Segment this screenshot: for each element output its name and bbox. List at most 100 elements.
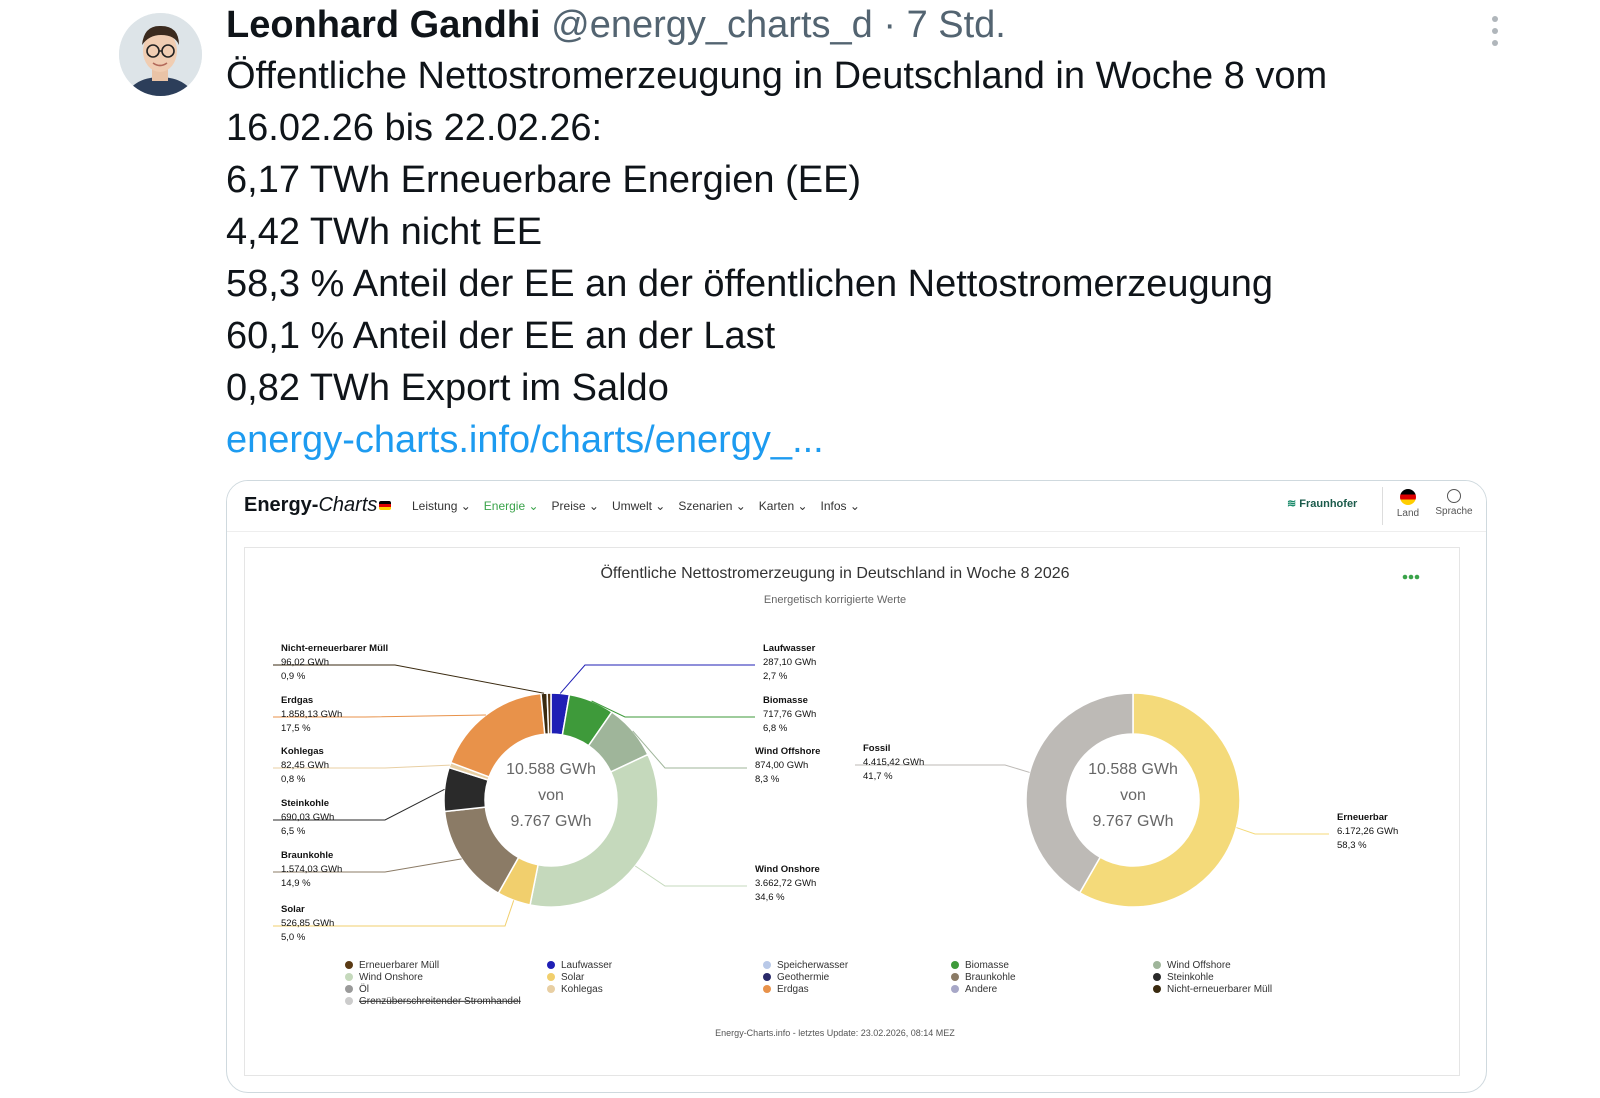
label-fossil: Fossil 4.415,42 GWh 41,7 % (855, 743, 1030, 782)
legend-label: Speicherwasser (777, 960, 849, 971)
divider (1382, 487, 1383, 525)
slice-erneuerbar[interactable] (1078, 692, 1241, 908)
legend-item-kohlegas[interactable]: Kohlegas (547, 984, 603, 995)
label-biomasse: Biomasse 717,76 GWh 6,8 % (591, 695, 816, 734)
legend-item-speicherwasser[interactable]: Speicherwasser (763, 960, 849, 971)
legend-item-andere[interactable]: Andere (951, 984, 998, 995)
label-name: Steinkohle (281, 798, 329, 809)
donut-center-text: 9.767 GWh (1093, 813, 1174, 830)
menu-umwelt[interactable]: Umwelt ⌄ (611, 499, 666, 513)
label-percent: 6,5 % (281, 826, 306, 837)
label-name: Laufwasser (763, 643, 816, 654)
tweet-text-line: Öffentliche Nettostromerzeugung in Deuts… (226, 55, 1328, 97)
menu-leistung[interactable]: Leistung ⌄ (412, 499, 471, 513)
label-wind-onshore: Wind Onshore 3.662,72 GWh 34,6 % (634, 864, 820, 903)
label-erdgas: Erdgas 1.858,13 GWh 17,5 % (273, 695, 486, 734)
tweet-text-line: 6,17 TWh Erneuerbare Energien (EE) (226, 159, 862, 201)
label-name: Braunkohle (281, 850, 333, 861)
label-percent: 8,3 % (755, 774, 780, 785)
tweet-text-line: 0,82 TWh Export im Saldo (226, 367, 669, 409)
chart-container: Öffentliche Nettostromerzeugung in Deuts… (244, 547, 1460, 1076)
legend-item-nicht-erneuerbarer-muell[interactable]: Nicht-erneuerbarer Müll (1153, 984, 1272, 995)
menu-label: Karten (758, 499, 795, 513)
menu-label: Infos (820, 499, 847, 513)
legend-label: Andere (965, 984, 998, 995)
legend-item-wind-onshore[interactable]: Wind Onshore (345, 972, 423, 983)
label-wind-offshore: Wind Offshore 874,00 GWh 8,3 % (632, 730, 820, 785)
legend-item-braunkohle[interactable]: Braunkohle (951, 972, 1016, 983)
donut-center-text: von (538, 787, 564, 804)
legend-item-solar[interactable]: Solar (547, 972, 585, 983)
tweet-link[interactable]: energy-charts.info/charts/energy_... (226, 419, 824, 461)
slice-erneuerbarer-muell[interactable] (546, 692, 552, 735)
chart-title: Öffentliche Nettostromerzeugung in Deuts… (600, 564, 1069, 582)
label-value: 4.415,42 GWh (863, 757, 924, 768)
author-handle[interactable]: @energy_charts_d (551, 4, 873, 46)
tweet-header: Leonhard Gandhi @energy_charts_d · 7 Std… (226, 0, 1476, 50)
donut-center-text: 10.588 GWh (1088, 761, 1178, 778)
label-percent: 34,6 % (755, 892, 785, 903)
chart-menu-icon[interactable] (1402, 574, 1420, 580)
language-selector[interactable]: Sprache (1432, 489, 1476, 517)
label-percent: 0,9 % (281, 671, 306, 682)
author-avatar[interactable] (119, 13, 202, 96)
legend-label: Kohlegas (561, 984, 603, 995)
label-value: 6.172,26 GWh (1337, 826, 1398, 837)
menu-infos[interactable]: Infos ⌄ (820, 499, 860, 513)
label-name: Biomasse (763, 695, 808, 706)
legend-item-oel[interactable]: Öl (345, 983, 369, 995)
more-options-icon[interactable] (1490, 16, 1500, 46)
separator-dot: · (883, 4, 896, 46)
legend-item-laufwasser[interactable]: Laufwasser (547, 960, 613, 971)
menu-label: Energie (483, 499, 526, 513)
legend-label: Erneuerbarer Müll (359, 960, 439, 971)
fraunhofer-logo[interactable]: ≋ Fraunhofer (1287, 498, 1358, 510)
chart-subtitle: Energetisch korrigierte Werte (764, 594, 906, 606)
label-percent: 58,3 % (1337, 840, 1367, 851)
donut-center-text: von (1120, 787, 1146, 804)
label-name: Erneuerbar (1337, 812, 1388, 823)
label-value: 287,10 GWh (763, 657, 816, 668)
energy-charts-logo[interactable]: Energy-Charts (244, 494, 392, 517)
land-selector[interactable]: Land (1389, 489, 1427, 519)
legend-label: Wind Onshore (359, 972, 423, 983)
label-value: 1.858,13 GWh (281, 709, 342, 720)
label-nicht-erneuerbarer-muell: Nicht-erneuerbarer Müll 96,02 GWh 0,9 % (273, 643, 545, 694)
post-time[interactable]: 7 Std. (906, 4, 1006, 46)
menu-label: Umwelt (611, 499, 652, 513)
author-name[interactable]: Leonhard Gandhi (226, 4, 541, 46)
label-percent: 6,8 % (763, 723, 788, 734)
tweet-text-line: 58,3 % Anteil der EE an der öffentlichen… (226, 263, 1274, 305)
energy-charts-menu: Leistung ⌄ Energie ⌄ Preise ⌄ Umwelt ⌄ S… (412, 499, 860, 513)
menu-karten[interactable]: Karten ⌄ (758, 499, 808, 513)
menu-label: Leistung (412, 499, 458, 513)
donut-chart-renewable-vs-fossil: 10.588 GWh von 9.767 GWh (1025, 692, 1241, 908)
tweet: Leonhard Gandhi @energy_charts_d · 7 Std… (226, 0, 1476, 466)
label-percent: 14,9 % (281, 878, 311, 889)
german-flag-icon (379, 501, 392, 511)
legend-item-erneuerbarer-muell[interactable]: Erneuerbarer Müll (345, 960, 439, 971)
label-name: Nicht-erneuerbarer Müll (281, 643, 388, 654)
attached-image-card[interactable]: Energy-Charts Leistung ⌄ Energie ⌄ Preis… (226, 480, 1487, 1093)
slice-wind-onshore[interactable] (529, 753, 659, 908)
label-laufwasser: Laufwasser 287,10 GWh 2,7 % (559, 643, 816, 694)
legend-item-steinkohle[interactable]: Steinkohle (1153, 972, 1214, 983)
legend-item-erdgas[interactable]: Erdgas (763, 984, 809, 995)
chart-footer: Energy-Charts.info - letztes Update: 23.… (715, 1028, 955, 1038)
sprache-label: Sprache (1435, 506, 1473, 517)
menu-preise[interactable]: Preise ⌄ (551, 499, 599, 513)
legend-item-biomasse[interactable]: Biomasse (951, 960, 1009, 971)
label-solar: Solar 526,85 GWh 5,0 % (273, 900, 515, 943)
slice-fossil[interactable] (1025, 692, 1134, 894)
label-percent: 17,5 % (281, 723, 311, 734)
label-name: Solar (281, 904, 305, 915)
label-percent: 0,8 % (281, 774, 306, 785)
legend-item-geothermie[interactable]: Geothermie (763, 972, 830, 983)
label-name: Wind Onshore (755, 864, 820, 875)
menu-energie[interactable]: Energie ⌄ (483, 499, 539, 513)
flag-icon (1400, 489, 1416, 505)
legend-item-wind-offshore[interactable]: Wind Offshore (1153, 960, 1231, 971)
menu-szenarien[interactable]: Szenarien ⌄ (678, 499, 746, 513)
label-value: 717,76 GWh (763, 709, 816, 720)
legend-item-grenzueberschreitender-stromhandel[interactable]: Grenzüberschreitender Stromhandel (345, 996, 521, 1007)
